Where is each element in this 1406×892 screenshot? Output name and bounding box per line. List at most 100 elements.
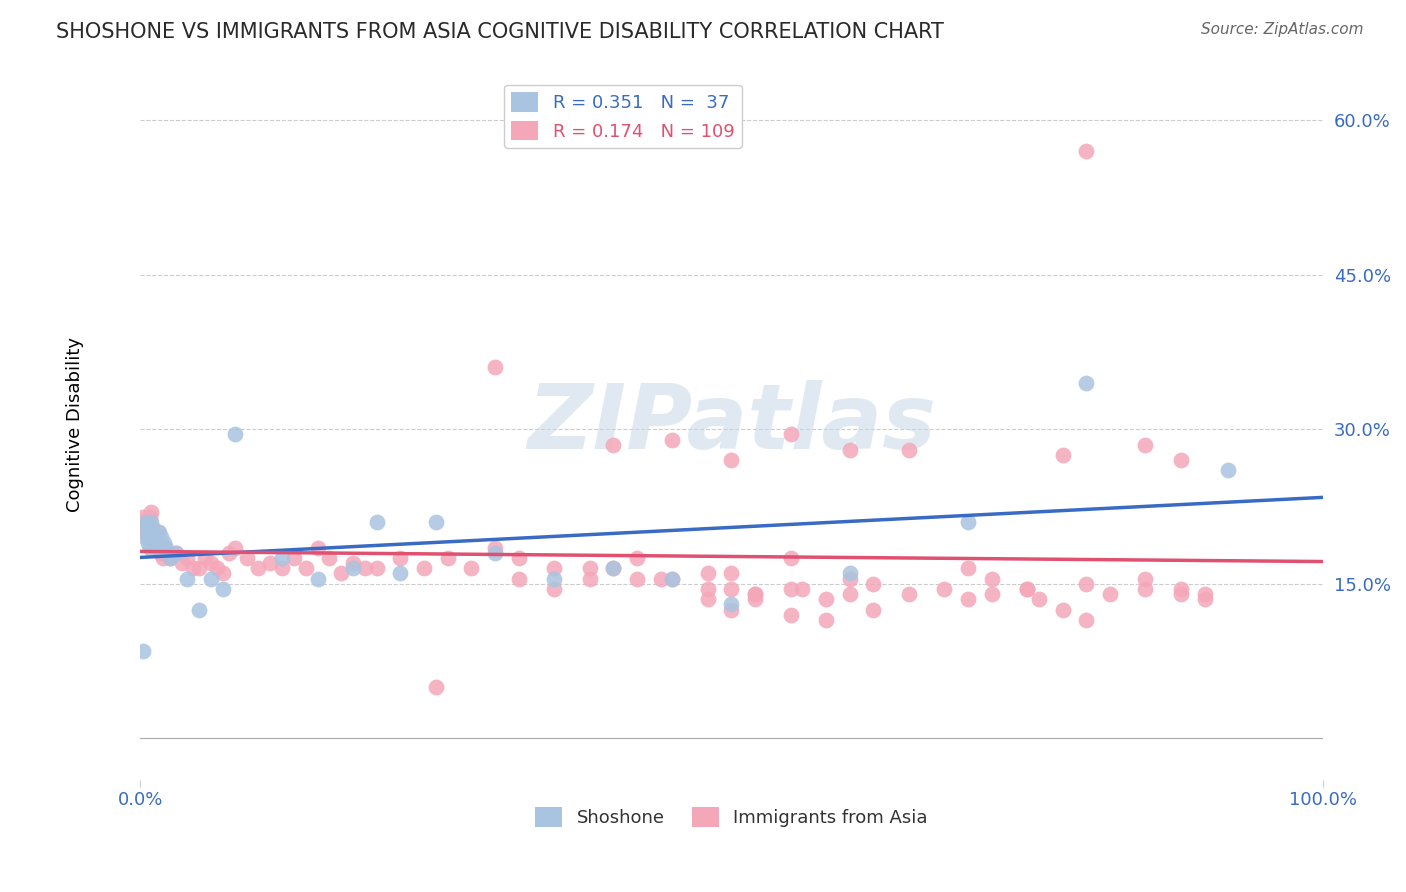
Point xyxy=(138,541,160,555)
Point xyxy=(138,535,160,549)
Point xyxy=(149,546,172,560)
Point xyxy=(508,551,530,566)
Point xyxy=(980,587,1002,601)
Point xyxy=(696,582,718,596)
Point xyxy=(342,556,364,570)
Point xyxy=(131,520,153,534)
Point xyxy=(661,572,683,586)
Point xyxy=(543,572,565,586)
Point xyxy=(897,442,920,457)
Point xyxy=(194,551,217,566)
Point xyxy=(934,582,956,596)
Point xyxy=(661,572,683,586)
Point xyxy=(862,602,884,616)
Point xyxy=(354,561,377,575)
Point xyxy=(183,561,205,575)
Point xyxy=(543,561,565,575)
Point xyxy=(508,572,530,586)
Point xyxy=(145,541,167,555)
Point xyxy=(1052,448,1074,462)
Point xyxy=(152,551,174,566)
Point xyxy=(146,525,169,540)
Point xyxy=(366,515,388,529)
Point xyxy=(744,592,766,607)
Point xyxy=(141,520,163,534)
Point xyxy=(142,530,165,544)
Point xyxy=(153,541,176,555)
Point xyxy=(602,438,624,452)
Point xyxy=(143,535,166,549)
Point xyxy=(138,530,160,544)
Point xyxy=(330,566,353,581)
Point xyxy=(136,520,159,534)
Point xyxy=(247,561,270,575)
Point xyxy=(1135,572,1157,586)
Point xyxy=(235,551,257,566)
Point xyxy=(696,592,718,607)
Point xyxy=(135,515,157,529)
Point xyxy=(436,551,458,566)
Point xyxy=(259,556,281,570)
Point xyxy=(1135,438,1157,452)
Point xyxy=(159,551,181,566)
Point xyxy=(218,546,240,560)
Point xyxy=(200,572,222,586)
Point xyxy=(188,602,211,616)
Point xyxy=(366,561,388,575)
Point xyxy=(224,427,246,442)
Point xyxy=(165,546,187,560)
Point xyxy=(139,505,162,519)
Point xyxy=(484,541,506,555)
Point xyxy=(578,561,600,575)
Point xyxy=(838,566,860,581)
Point xyxy=(815,592,838,607)
Point xyxy=(283,551,305,566)
Point xyxy=(389,551,412,566)
Point xyxy=(1170,453,1192,467)
Point xyxy=(425,680,447,694)
Point xyxy=(897,587,920,601)
Point xyxy=(838,442,860,457)
Point xyxy=(720,598,742,612)
Point xyxy=(1194,592,1216,607)
Point xyxy=(134,525,156,540)
Point xyxy=(1218,463,1240,477)
Legend: Shoshone, Immigrants from Asia: Shoshone, Immigrants from Asia xyxy=(527,800,935,835)
Point xyxy=(200,556,222,570)
Point xyxy=(205,561,228,575)
Point xyxy=(650,572,672,586)
Point xyxy=(484,360,506,375)
Point xyxy=(148,525,170,540)
Point xyxy=(1017,582,1039,596)
Point xyxy=(720,582,742,596)
Point xyxy=(578,572,600,586)
Point xyxy=(150,541,173,555)
Point xyxy=(1076,144,1098,158)
Point xyxy=(155,546,177,560)
Point xyxy=(956,561,979,575)
Point xyxy=(176,572,198,586)
Point xyxy=(744,587,766,601)
Point xyxy=(1017,582,1039,596)
Point xyxy=(271,551,294,566)
Point xyxy=(1028,592,1050,607)
Point xyxy=(389,566,412,581)
Point xyxy=(131,644,153,658)
Point xyxy=(139,515,162,529)
Point xyxy=(136,520,159,534)
Point xyxy=(720,453,742,467)
Point xyxy=(779,427,801,442)
Point xyxy=(307,572,329,586)
Point xyxy=(815,613,838,627)
Point xyxy=(145,541,167,555)
Point xyxy=(1170,587,1192,601)
Point xyxy=(141,525,163,540)
Point xyxy=(413,561,436,575)
Point xyxy=(744,587,766,601)
Point xyxy=(1076,376,1098,390)
Point xyxy=(626,572,648,586)
Point xyxy=(342,561,364,575)
Text: Cognitive Disability: Cognitive Disability xyxy=(66,336,84,512)
Point xyxy=(425,515,447,529)
Point xyxy=(143,535,166,549)
